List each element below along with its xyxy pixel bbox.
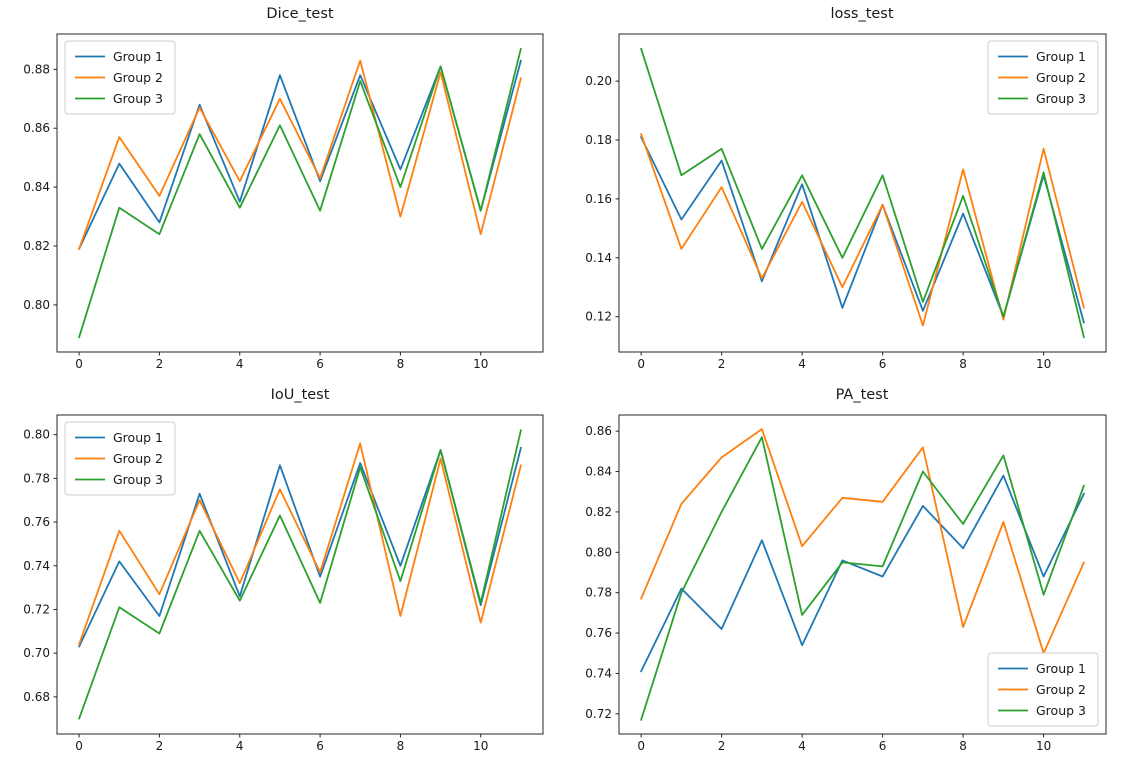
x-tick-label: 6: [879, 739, 887, 753]
y-tick-label: 0.68: [23, 690, 50, 704]
y-tick-label: 0.72: [585, 707, 612, 721]
y-tick-label: 0.86: [23, 121, 50, 135]
x-tick-label: 0: [637, 357, 645, 371]
y-tick-label: 0.76: [23, 515, 50, 529]
x-tick-label: 4: [236, 357, 244, 371]
x-tick-label: 2: [718, 357, 726, 371]
legend-label: Group 2: [113, 70, 163, 85]
y-tick-label: 0.86: [585, 424, 612, 438]
legend-label: Group 3: [113, 472, 163, 487]
legend: Group 1 Group 2 Group 3: [64, 40, 176, 115]
series-line-group-3: [78, 429, 522, 720]
x-tick-label: 10: [473, 357, 488, 371]
series-line-group-1: [640, 136, 1085, 324]
x-tick-label: 0: [637, 739, 645, 753]
series-line-group-2: [640, 428, 1085, 655]
x-tick-label: 0: [75, 739, 83, 753]
legend-label: Group 2: [113, 451, 163, 466]
y-tick-label: 0.82: [585, 505, 612, 519]
x-tick-label: 2: [718, 739, 726, 753]
series-line-group-1: [640, 474, 1085, 673]
chart-iou-test: 0 2 4 6 8 10 0.68 0.70 0.72 0.74 0.76 0.78 0.80 Group…: [0, 381, 562, 763]
series-lines: [640, 428, 1085, 721]
x-tick-label: 2: [156, 739, 164, 753]
chart-dice-test: 0 2 4 6 8 10 0.80 0.82 0.84 0.86 0.88 Group 1 Group …: [0, 0, 562, 381]
legend-label: Group 3: [1036, 91, 1086, 106]
legend-label: Group 2: [1036, 682, 1086, 697]
x-tick-label: 6: [316, 739, 324, 753]
y-tick-label: 0.74: [585, 666, 612, 680]
legend-label: Group 2: [1036, 70, 1086, 85]
legend: Group 1 Group 2 Group 3: [64, 421, 176, 496]
iou-test-plot-area: 0 2 4 6 8 10 0.68 0.70 0.72 0.74 0.76 0.78 0.80 Group…: [23, 414, 544, 753]
legend-label: Group 1: [1036, 661, 1086, 676]
series-line-group-2: [640, 133, 1085, 327]
legend-label: Group 1: [113, 49, 163, 64]
y-tick-label: 0.80: [585, 545, 612, 559]
x-tick-label: 4: [236, 739, 244, 753]
y-tick-label: 0.16: [585, 192, 612, 206]
series-lines: [640, 47, 1085, 339]
legend: Group 1 Group 2 Group 3: [987, 40, 1099, 115]
x-tick-label: 8: [959, 357, 967, 371]
x-tick-label: 2: [156, 357, 164, 371]
y-tick-label: 0.84: [23, 180, 50, 194]
legend: Group 1 Group 2 Group 3: [987, 652, 1099, 727]
x-tick-label: 10: [473, 739, 488, 753]
legend-label: Group 1: [1036, 49, 1086, 64]
y-tick-label: 0.78: [585, 586, 612, 600]
y-tick-label: 0.20: [585, 74, 612, 88]
y-tick-label: 0.84: [585, 465, 612, 479]
x-tick-label: 8: [959, 739, 967, 753]
y-tick-label: 0.78: [23, 471, 50, 485]
series-line-group-2: [78, 59, 522, 250]
chart-loss-test: 0 2 4 6 8 10 0.12 0.14 0.16 0.18 0.20 Group 1 Group …: [562, 0, 1125, 381]
chart-pa-test: 0 2 4 6 8 10 0.72 0.74 0.76 0.78 0.80 0.82 0.84 0.86 G…: [562, 381, 1125, 763]
chart-title-pa-test: PA_test: [835, 387, 889, 403]
series-line-group-2: [78, 442, 522, 646]
chart-title-loss-test: loss_test: [830, 6, 894, 22]
axes: 0 2 4 6 8 10 0.68 0.70 0.72 0.74 0.76 0.78 0.80: [23, 414, 544, 753]
legend-label: Group 3: [1036, 703, 1086, 718]
y-tick-label: 0.80: [23, 298, 50, 312]
series-line-group-3: [78, 47, 522, 339]
y-tick-label: 0.80: [23, 428, 50, 442]
y-tick-label: 0.70: [23, 646, 50, 660]
y-tick-label: 0.14: [585, 251, 612, 265]
y-tick-label: 0.76: [585, 626, 612, 640]
y-tick-label: 0.72: [23, 602, 50, 616]
x-tick-label: 6: [879, 357, 887, 371]
chart-title-iou-test: IoU_test: [270, 387, 330, 403]
x-tick-label: 0: [75, 357, 83, 371]
series-lines: [78, 429, 522, 720]
x-tick-label: 4: [798, 357, 806, 371]
x-tick-label: 10: [1036, 739, 1051, 753]
series-line-group-3: [640, 436, 1085, 721]
x-tick-label: 8: [397, 357, 405, 371]
y-tick-label: 0.18: [585, 133, 612, 147]
axes: 0 2 4 6 8 10 0.72 0.74 0.76 0.78 0.80 0.82 0.84 0.86: [585, 414, 1107, 753]
series-line-group-3: [640, 47, 1085, 339]
legend-label: Group 3: [113, 91, 163, 106]
series-lines: [78, 47, 522, 339]
x-tick-label: 10: [1036, 357, 1051, 371]
y-tick-label: 0.12: [585, 310, 612, 324]
y-tick-label: 0.74: [23, 559, 50, 573]
x-tick-label: 6: [316, 357, 324, 371]
x-tick-label: 8: [397, 739, 405, 753]
axes: 0 2 4 6 8 10 0.12 0.14 0.16 0.18 0.20: [585, 33, 1107, 371]
y-tick-label: 0.82: [23, 239, 50, 253]
axes: 0 2 4 6 8 10 0.80 0.82 0.84 0.86 0.88: [23, 33, 544, 371]
chart-title-dice-test: Dice_test: [266, 6, 334, 22]
y-tick-label: 0.88: [23, 62, 50, 76]
legend-label: Group 1: [113, 430, 163, 445]
pa-test-plot-area: 0 2 4 6 8 10 0.72 0.74 0.76 0.78 0.80 0.82 0.84 0.86 G…: [585, 414, 1107, 753]
x-tick-label: 4: [798, 739, 806, 753]
